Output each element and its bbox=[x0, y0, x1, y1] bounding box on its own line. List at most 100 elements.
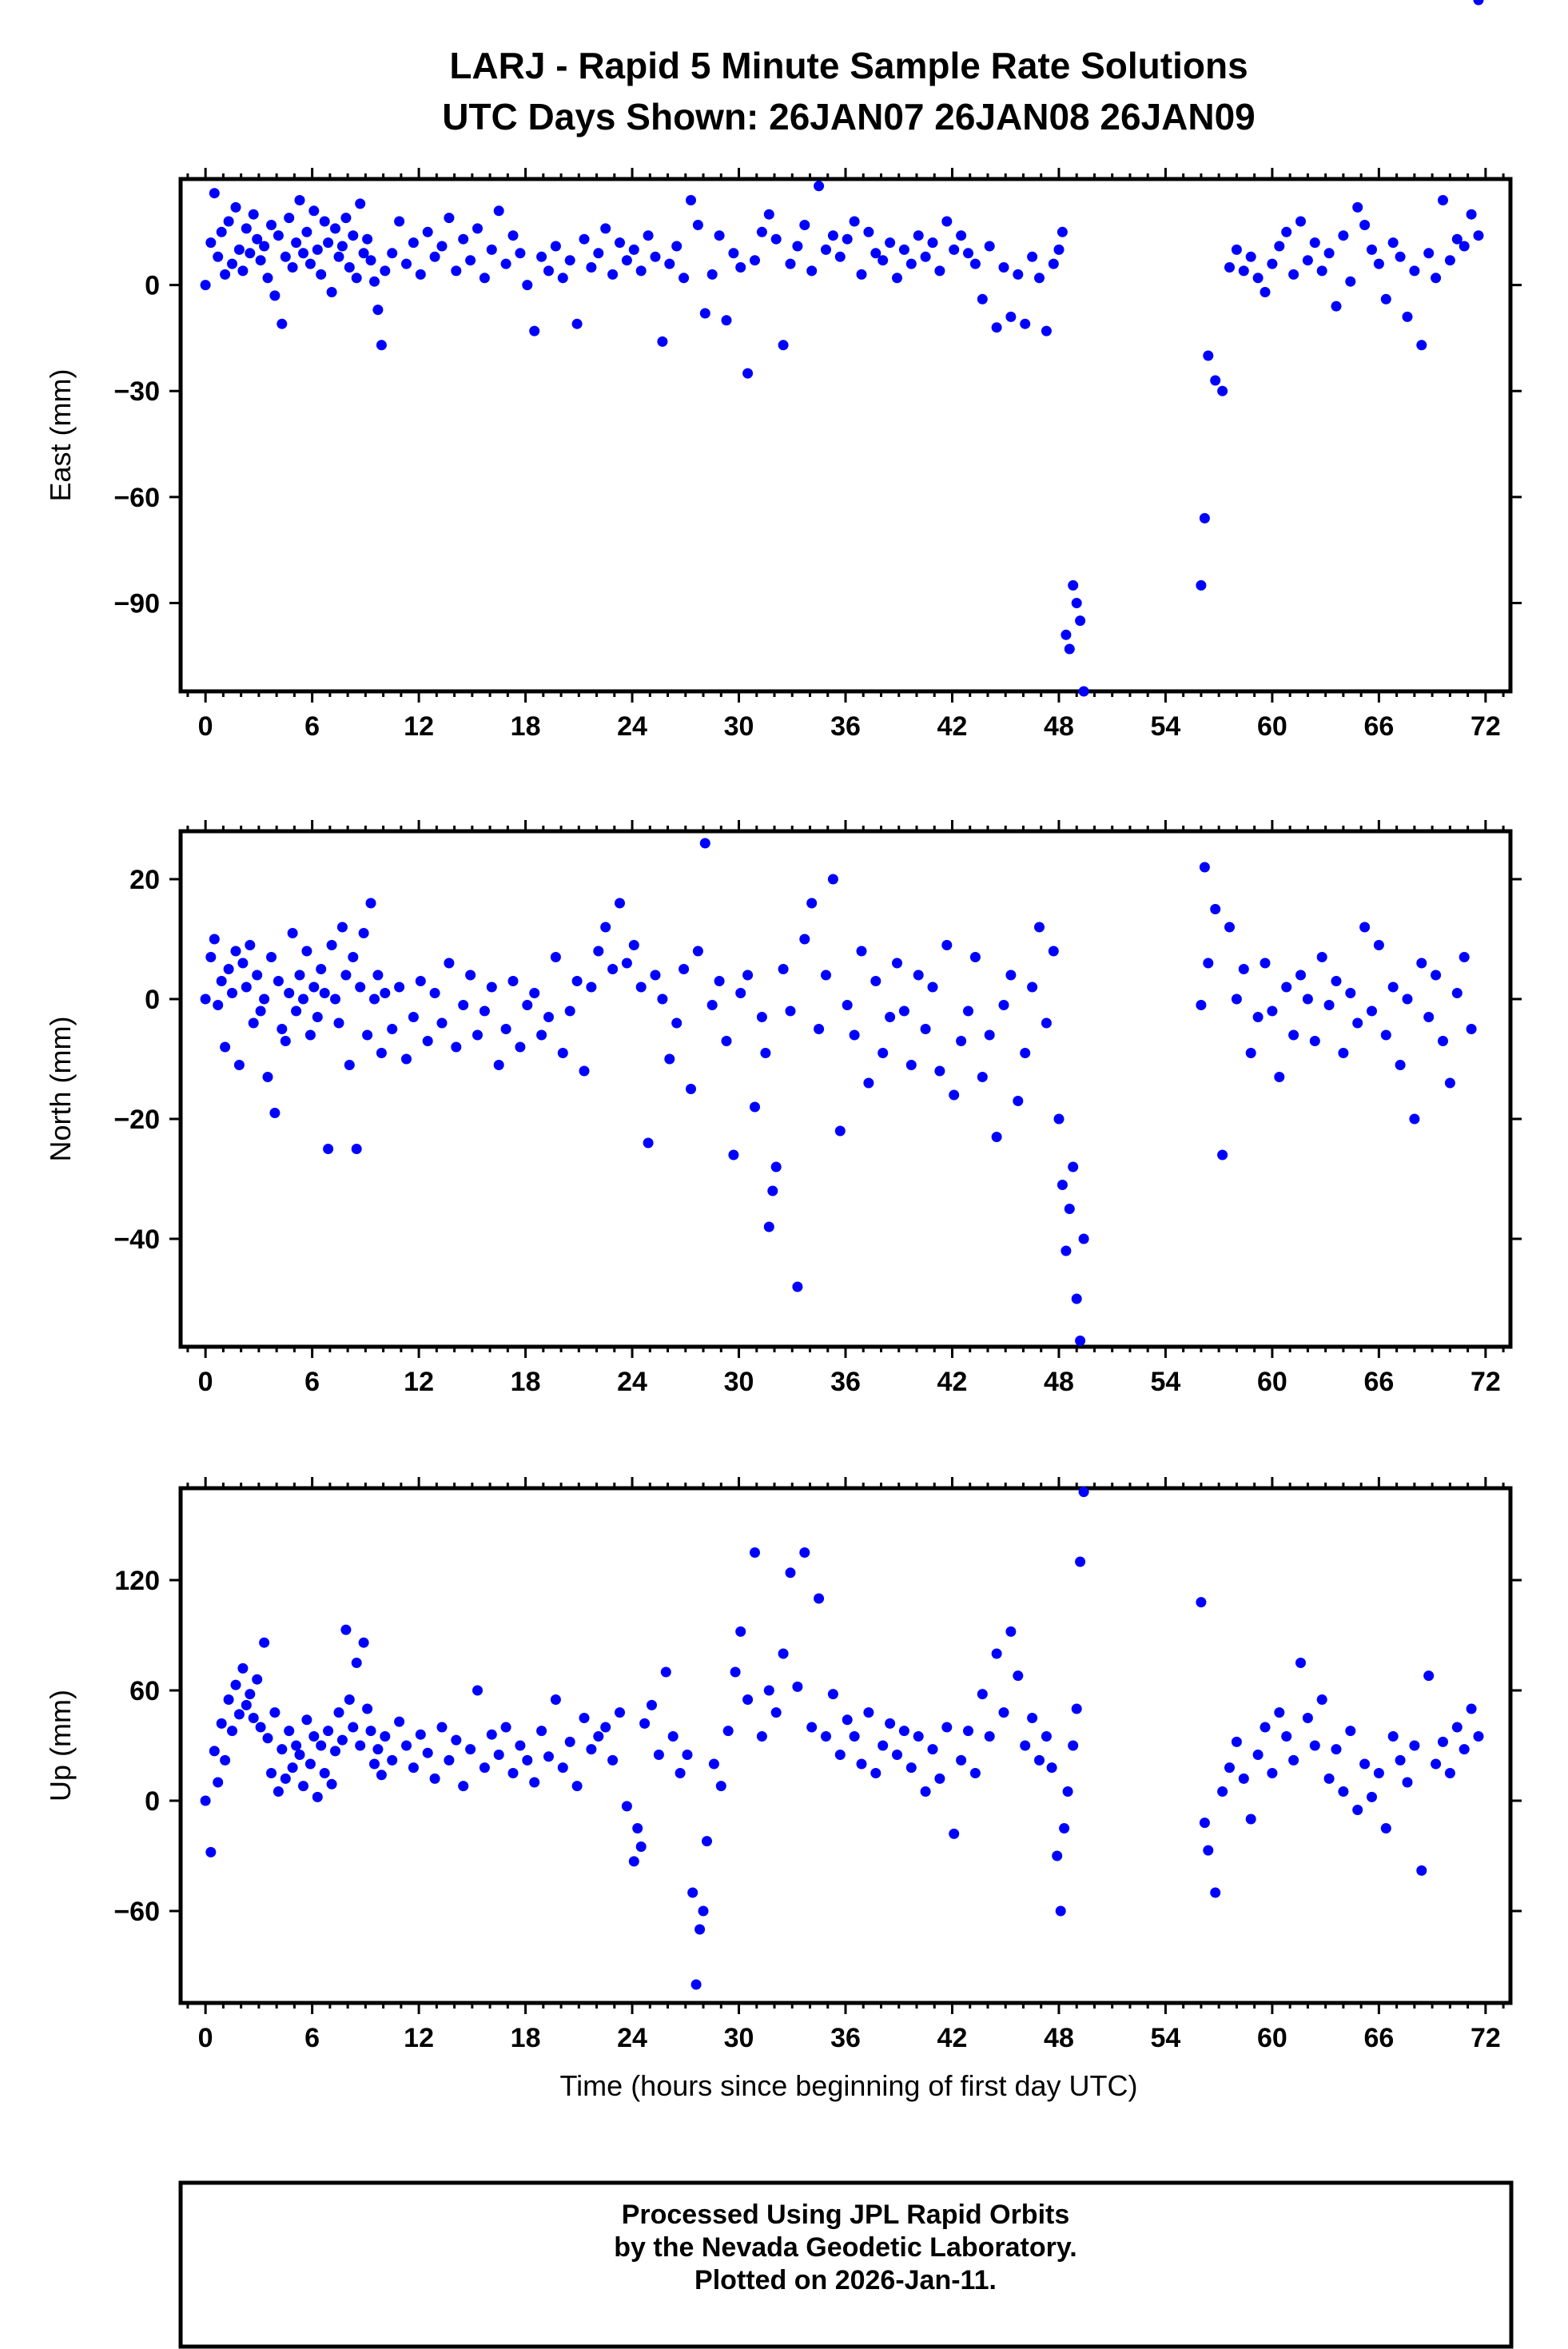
east-data-point bbox=[969, 258, 981, 269]
north-data-point bbox=[1267, 1005, 1278, 1017]
east-data-point bbox=[927, 237, 938, 249]
north-data-point bbox=[920, 1024, 931, 1034]
east-data-point bbox=[814, 181, 825, 192]
north-data-point bbox=[913, 969, 924, 981]
up-data-point bbox=[319, 1768, 330, 1778]
up-data-point bbox=[550, 1694, 561, 1705]
up-data-point bbox=[632, 1823, 643, 1833]
north-data-point bbox=[778, 964, 789, 974]
east-data-point bbox=[1459, 241, 1470, 252]
east-data-point bbox=[333, 251, 344, 262]
east-data-point bbox=[984, 241, 995, 252]
east-data-point bbox=[233, 244, 245, 255]
up-data-point bbox=[308, 1731, 320, 1742]
east-data-point bbox=[963, 248, 973, 259]
north-data-point bbox=[372, 969, 384, 981]
up-x-tick-label: 0 bbox=[198, 2023, 213, 2053]
up-data-point bbox=[991, 1648, 1002, 1659]
up-data-point bbox=[507, 1768, 519, 1778]
up-data-point bbox=[1323, 1773, 1335, 1784]
north-data-point bbox=[1459, 952, 1470, 962]
up-data-point bbox=[653, 1750, 664, 1760]
north-data-point bbox=[1053, 1113, 1065, 1125]
north-data-point bbox=[387, 1024, 398, 1034]
east-data-point bbox=[827, 230, 838, 241]
north-data-point bbox=[230, 946, 241, 957]
east-data-point bbox=[792, 241, 803, 252]
east-data-point bbox=[1064, 643, 1075, 655]
north-data-point bbox=[213, 1000, 224, 1010]
north-data-point bbox=[259, 993, 270, 1005]
up-data-point bbox=[778, 1648, 789, 1659]
up-data-point bbox=[557, 1762, 568, 1774]
up-y-tick-label: 60 bbox=[129, 1676, 160, 1706]
up-data-point bbox=[977, 1689, 988, 1700]
up-data-point bbox=[870, 1768, 882, 1778]
east-data-point bbox=[849, 216, 860, 227]
north-data-point bbox=[571, 976, 583, 986]
up-data-point bbox=[277, 1744, 288, 1755]
north-data-point bbox=[1071, 1293, 1082, 1304]
north-data-point bbox=[1231, 993, 1242, 1005]
east-data-point bbox=[408, 237, 419, 249]
east-data-point bbox=[1466, 209, 1477, 220]
up-data-point bbox=[1052, 1850, 1063, 1861]
north-data-point bbox=[1352, 1017, 1363, 1029]
north-data-point bbox=[444, 958, 455, 969]
north-data-point bbox=[401, 1053, 412, 1065]
east-data-point bbox=[1451, 233, 1463, 245]
up-data-point bbox=[806, 1722, 818, 1733]
north-data-point bbox=[294, 969, 305, 981]
east-data-point bbox=[451, 265, 462, 277]
up-data-point bbox=[298, 1781, 308, 1792]
east-data-point bbox=[348, 230, 359, 241]
up-data-point bbox=[394, 1716, 405, 1727]
up-data-point bbox=[245, 1689, 256, 1700]
north-data-point bbox=[273, 976, 284, 986]
east-data-point bbox=[319, 216, 330, 227]
up-data-point bbox=[209, 1746, 220, 1757]
up-data-point bbox=[515, 1740, 526, 1751]
north-data-point bbox=[564, 1005, 575, 1017]
east-x-tick-label: 30 bbox=[724, 711, 754, 742]
up-x-tick-label: 30 bbox=[724, 2023, 754, 2053]
east-data-point bbox=[316, 269, 327, 280]
east-data-point bbox=[1431, 273, 1442, 284]
north-data-point bbox=[635, 981, 647, 993]
east-data-point bbox=[956, 230, 967, 241]
east-x-tick-label: 6 bbox=[304, 711, 320, 742]
north-data-point bbox=[963, 1005, 973, 1017]
up-data-point bbox=[1367, 1791, 1377, 1802]
east-data-point bbox=[657, 336, 668, 347]
east-x-tick-label: 24 bbox=[617, 711, 647, 742]
up-data-point bbox=[255, 1722, 266, 1733]
east-data-point bbox=[220, 269, 231, 280]
east-data-point bbox=[615, 237, 625, 249]
up-data-point bbox=[905, 1762, 917, 1774]
up-data-point bbox=[486, 1729, 497, 1740]
east-data-point bbox=[1373, 258, 1384, 269]
east-data-point bbox=[671, 241, 683, 252]
east-data-point bbox=[1316, 265, 1327, 277]
up-data-point bbox=[1281, 1731, 1292, 1742]
north-data-point bbox=[721, 1036, 732, 1046]
east-data-point bbox=[1423, 248, 1435, 259]
east-data-point bbox=[1034, 273, 1045, 284]
north-x-tick-label: 36 bbox=[830, 1367, 861, 1397]
up-data-point bbox=[479, 1762, 490, 1774]
up-x-tick-label: 12 bbox=[404, 2023, 434, 2053]
north-data-point bbox=[664, 1053, 675, 1065]
east-data-point bbox=[892, 273, 902, 284]
north-data-point bbox=[949, 1089, 960, 1101]
east-data-point bbox=[834, 251, 846, 262]
north-data-point bbox=[330, 993, 340, 1005]
north-data-point bbox=[686, 1084, 696, 1094]
east-data-point bbox=[344, 262, 355, 273]
east-y-axis-label: East (mm) bbox=[44, 369, 77, 502]
east-data-point bbox=[365, 255, 376, 266]
east-data-point bbox=[465, 255, 476, 266]
up-data-point bbox=[372, 1744, 384, 1755]
north-data-point bbox=[756, 1012, 767, 1022]
up-data-point bbox=[291, 1740, 302, 1751]
